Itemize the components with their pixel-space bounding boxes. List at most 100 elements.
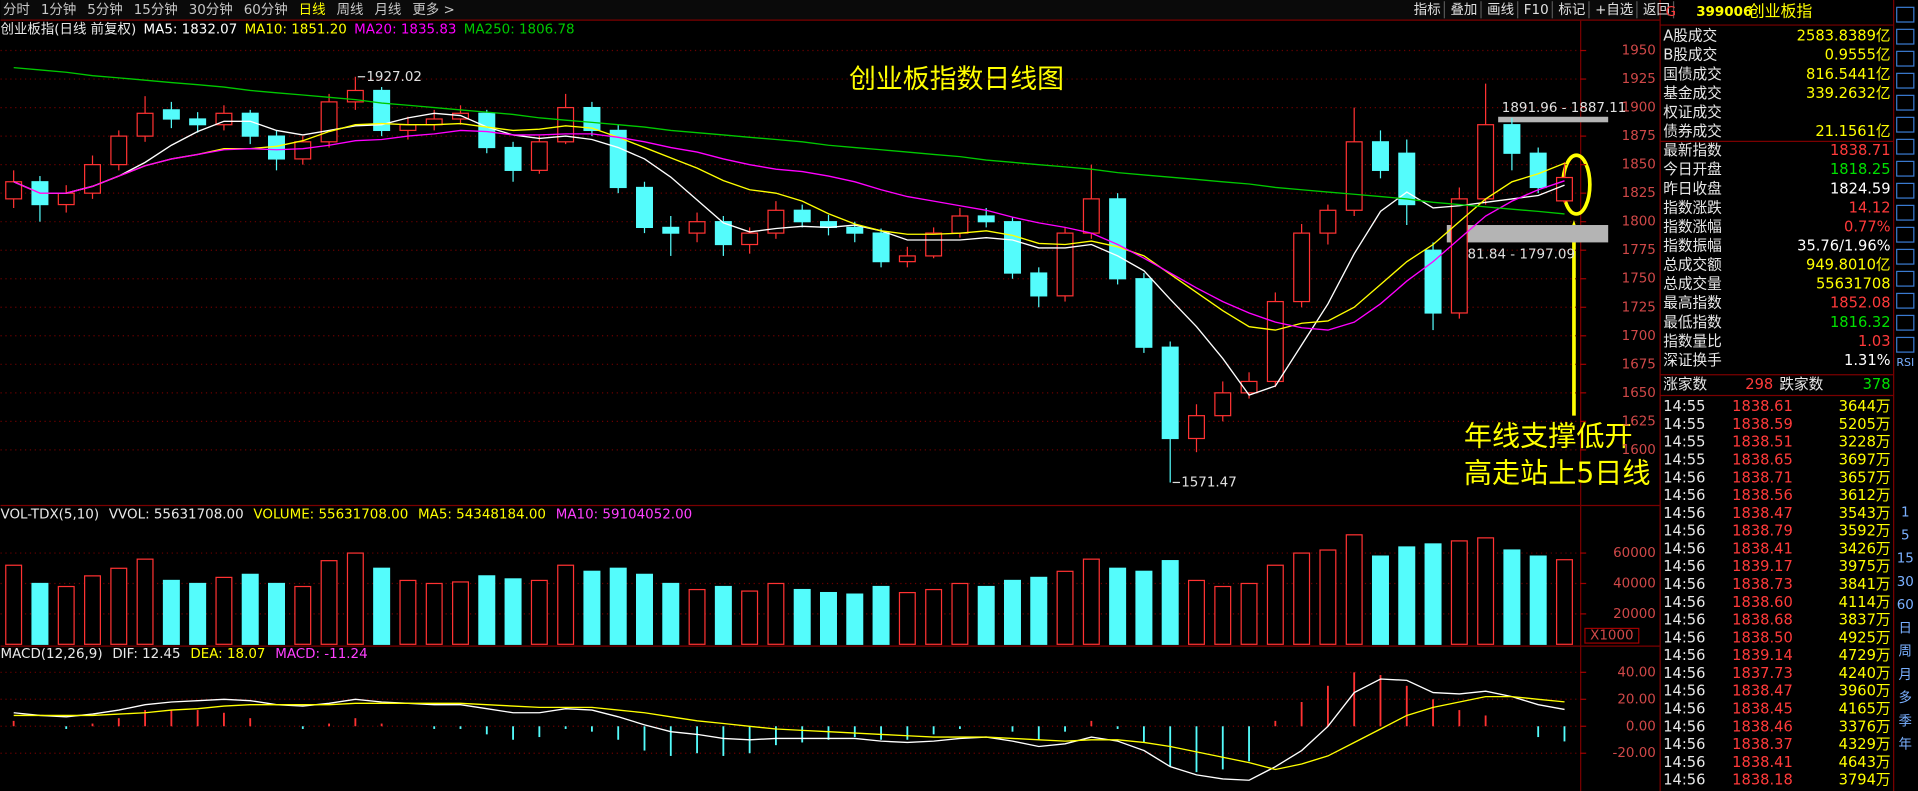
sidebar-icon[interactable] [1896,6,1915,23]
tick-time: 14:55 [1663,398,1705,415]
legend-entry: VOLUME: 55631708.00 [253,508,408,523]
y-tick-label: 1950 [1622,44,1656,59]
volume-bar [1056,570,1074,645]
candle-body [189,118,207,126]
period-tab[interactable]: 分时 [3,2,30,18]
tool-button[interactable]: F10 [1524,3,1549,18]
tick-price: 1838.79 [1732,523,1793,540]
candle-body [1082,198,1100,234]
point-label: 1927.02 [366,70,422,85]
volume-bar [1319,549,1337,645]
quote-label: A股成交 [1663,27,1717,45]
candle-body [346,89,364,103]
tool-button[interactable]: 指标 [1414,2,1441,18]
period-tab[interactable]: 5分钟 [87,1,122,18]
period-tab[interactable]: 月线 [374,2,401,18]
period-tab[interactable]: 15分钟 [134,1,178,18]
tick-time: 14:56 [1663,505,1705,522]
volume-bar [609,567,627,645]
legend-entry: MA250: 1806.78 [464,22,575,37]
candle-body [1503,124,1521,154]
tick-price: 1838.18 [1732,772,1793,789]
sidebar-item[interactable]: RSI [1896,356,1914,369]
tool-button[interactable]: 标记 [1558,2,1585,18]
tick-price: 1838.37 [1732,736,1793,753]
sidebar-item[interactable]: 1 [1901,505,1910,520]
sidebar-item[interactable]: 30 [1897,575,1914,590]
quote-label: 深证换手 [1663,352,1722,369]
quote-value: 14.12 [1849,199,1891,216]
candle-body [635,186,653,229]
quote-label: 最新指数 [1663,142,1722,159]
volume-bar [1030,576,1048,645]
sidebar-item[interactable]: 日 [1899,621,1912,636]
period-tab[interactable]: 日线 [299,2,326,18]
sidebar-icon[interactable] [1896,138,1915,155]
tick-price: 1838.68 [1732,612,1793,629]
sidebar-icon[interactable] [1896,204,1915,221]
period-tab[interactable]: 更多 > [412,1,454,18]
quote-value: 949.8010亿 [1806,257,1891,274]
sidebar-item[interactable]: 年 [1899,737,1912,753]
volume-bar [635,573,653,645]
sidebar-icon[interactable] [1896,116,1915,133]
quote-label: 指数涨幅 [1663,218,1722,235]
quote-value: 1838.71 [1830,142,1891,159]
tick-price: 1837.73 [1732,665,1793,682]
candle-body [136,112,154,137]
sidebar-icon[interactable] [1896,292,1915,309]
tick-volume: 4729万 [1839,647,1891,664]
period-tab[interactable]: 60分钟 [244,1,288,18]
tick-price: 1838.60 [1732,594,1793,611]
tick-volume: 4165万 [1839,701,1891,718]
tool-button[interactable]: +自选 [1595,2,1633,18]
period-tab[interactable]: 1分钟 [41,1,76,18]
tick-volume: 3543万 [1839,505,1891,522]
sidebar-icon[interactable] [1896,72,1915,89]
volume-bar [977,585,995,645]
volume-bar [1135,570,1153,645]
sidebar-item[interactable]: 季 [1899,713,1912,729]
tick-volume: 4240万 [1839,665,1891,682]
sidebar-icon[interactable] [1896,160,1915,177]
y-tick-label: 20000 [1613,607,1656,622]
candle-body [5,181,23,200]
candle-body [662,226,680,234]
gap-band [1498,116,1609,123]
sidebar-icon[interactable] [1896,94,1915,111]
sidebar-item[interactable]: 15 [1897,552,1914,567]
sidebar-item[interactable]: 周 [1899,645,1912,660]
tick-volume: 4329万 [1839,736,1891,753]
candle-body [110,135,128,166]
tick-time: 14:56 [1663,701,1705,718]
volume-bar [268,582,285,645]
sidebar-item[interactable]: 60 [1897,598,1914,613]
sidebar-item[interactable]: 多 [1899,689,1912,706]
candle-body [688,221,706,234]
volume-bar [1555,559,1573,645]
tick-time: 14:56 [1663,754,1705,771]
tool-button[interactable]: 返回 [1643,2,1670,18]
candle-body [767,209,785,234]
quote-label: B股成交 [1663,46,1717,64]
tick-volume: 3592万 [1839,523,1891,540]
quote-label: 今日开盘 [1663,160,1722,178]
volume-bar [399,579,417,645]
sidebar-icon[interactable] [1896,226,1915,243]
sidebar-icon[interactable] [1896,336,1915,353]
sidebar-icon[interactable] [1896,248,1915,265]
sidebar-icon[interactable] [1896,50,1915,67]
sidebar-icon[interactable] [1896,182,1915,199]
period-tab[interactable]: 30分钟 [189,1,233,18]
sidebar-item[interactable]: 月 [1899,668,1912,683]
sidebar-icon[interactable] [1896,314,1915,331]
tool-button[interactable]: 叠加 [1450,2,1477,18]
volume-bar [1003,579,1021,645]
sidebar-item[interactable]: 5 [1901,528,1910,543]
period-tab[interactable]: 周线 [337,2,364,18]
tool-button[interactable]: 画线 [1487,2,1514,18]
sidebar-icon[interactable] [1896,28,1915,45]
candle-body [530,141,548,171]
sidebar-icon[interactable] [1896,270,1915,287]
